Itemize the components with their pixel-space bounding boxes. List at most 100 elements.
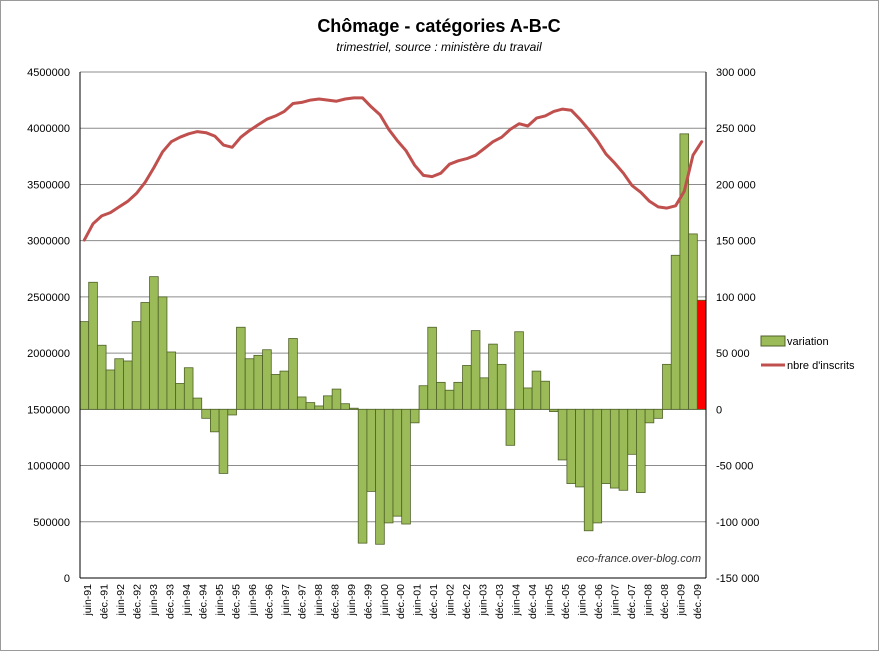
bar — [523, 387, 533, 410]
x-tick-label: déc.-92 — [132, 584, 144, 619]
bar — [479, 377, 490, 410]
bar — [114, 358, 124, 410]
x-axis-ticks: juin-91 déc.-91 juin-92 déc.-92 juin-93 déc.-… — [82, 584, 704, 619]
bar — [453, 381, 463, 410]
bar — [288, 338, 298, 410]
legend: variation nbre d'inscrits — [760, 335, 855, 372]
x-tick-label: déc.-93 — [165, 584, 177, 619]
bar — [366, 408, 377, 492]
x-tick-label: juin-95 — [214, 584, 226, 617]
bar — [444, 389, 455, 410]
bar — [392, 408, 403, 517]
right-tick-label: 50 000 — [716, 348, 750, 360]
bar — [183, 367, 194, 410]
bar — [401, 408, 411, 525]
series-line-inscrits — [82, 96, 704, 242]
x-tick-label: déc.-00 — [395, 584, 407, 619]
bar — [627, 408, 637, 455]
source-credit: eco-france.over-blog.com — [576, 553, 701, 565]
x-tick-label: juin-92 — [115, 584, 127, 617]
bar — [583, 408, 594, 532]
bar — [505, 408, 516, 446]
x-tick-label: juin-96 — [247, 584, 259, 617]
x-tick-label: juin-03 — [478, 584, 490, 617]
bar — [592, 408, 603, 524]
bar — [96, 344, 107, 410]
bar — [244, 358, 255, 410]
x-tick-label: déc.-95 — [231, 584, 243, 619]
bar — [314, 405, 324, 410]
bar — [514, 331, 524, 410]
x-tick-label: juin-09 — [675, 584, 687, 617]
bar — [357, 408, 368, 544]
x-tick-label: déc.-94 — [198, 584, 210, 619]
legend-swatch-variation — [760, 335, 786, 347]
x-tick-label: juin-91 — [82, 584, 94, 617]
left-tick-label: 4500000 — [27, 67, 70, 79]
x-tick-label: juin-00 — [379, 584, 391, 617]
x-tick-label: déc.-97 — [296, 584, 308, 619]
right-tick-label: -150 000 — [716, 573, 759, 585]
left-tick-label: 2500000 — [27, 292, 70, 304]
left-tick-label: 1500000 — [27, 404, 70, 416]
left-tick-label: 3000000 — [27, 236, 70, 248]
x-tick-label: déc.-91 — [99, 584, 111, 619]
bar — [157, 296, 168, 410]
bar — [662, 363, 672, 410]
bar — [79, 321, 90, 410]
bar — [140, 302, 150, 410]
bar — [496, 363, 507, 410]
bar — [349, 407, 359, 410]
right-tick-label: 0 — [716, 404, 722, 416]
legend-label-inscrits: nbre d'inscrits — [787, 360, 855, 372]
right-tick-label: 250 000 — [716, 123, 756, 135]
bar — [696, 299, 707, 410]
chart-subtitle: trimestriel, source : ministère du trava… — [336, 40, 542, 54]
left-tick-label: 0 — [64, 573, 70, 585]
right-tick-label: -100 000 — [716, 517, 759, 529]
bar — [601, 408, 611, 484]
x-tick-label: juin-97 — [280, 584, 292, 617]
bar — [653, 408, 663, 419]
bar — [279, 370, 290, 410]
right-tick-label: 200 000 — [716, 179, 756, 191]
left-tick-label: 2000000 — [27, 348, 70, 360]
x-tick-label: déc.-96 — [263, 584, 275, 619]
bar — [636, 408, 646, 493]
bar — [531, 370, 542, 410]
right-tick-label: 150 000 — [716, 236, 756, 248]
right-tick-label: 300 000 — [716, 67, 756, 79]
x-tick-label: déc.-09 — [692, 584, 704, 619]
x-tick-label: juin-07 — [609, 584, 621, 617]
x-tick-label: juin-98 — [313, 584, 325, 617]
bar — [688, 233, 698, 410]
right-tick-label: 100 000 — [716, 292, 756, 304]
bar — [253, 354, 263, 410]
x-tick-label: déc.-08 — [659, 584, 671, 619]
x-tick-label: juin-01 — [412, 584, 424, 617]
x-tick-label: juin-08 — [642, 584, 654, 617]
x-tick-label: juin-05 — [544, 584, 556, 617]
x-tick-label: juin-93 — [148, 584, 160, 617]
bar — [418, 385, 429, 410]
right-axis-ticks: -150 000 -100 000 -50 000 0 50 000 100 000 150… — [716, 67, 759, 585]
x-tick-label: déc.-01 — [428, 584, 440, 619]
bar — [123, 360, 133, 410]
bar — [618, 408, 629, 491]
x-tick-label: juin-94 — [181, 584, 193, 617]
bar — [305, 402, 316, 410]
bar — [427, 326, 437, 410]
bar — [409, 408, 420, 424]
right-tick-label: -50 000 — [716, 461, 753, 473]
bar — [331, 388, 342, 410]
bar — [470, 330, 481, 410]
bar — [375, 408, 385, 545]
bar — [105, 369, 116, 410]
x-tick-label: déc.-06 — [593, 584, 605, 619]
bar — [323, 395, 333, 410]
variation-bars — [79, 133, 707, 545]
bar — [218, 408, 229, 474]
bar — [462, 365, 472, 410]
bar — [227, 408, 237, 416]
